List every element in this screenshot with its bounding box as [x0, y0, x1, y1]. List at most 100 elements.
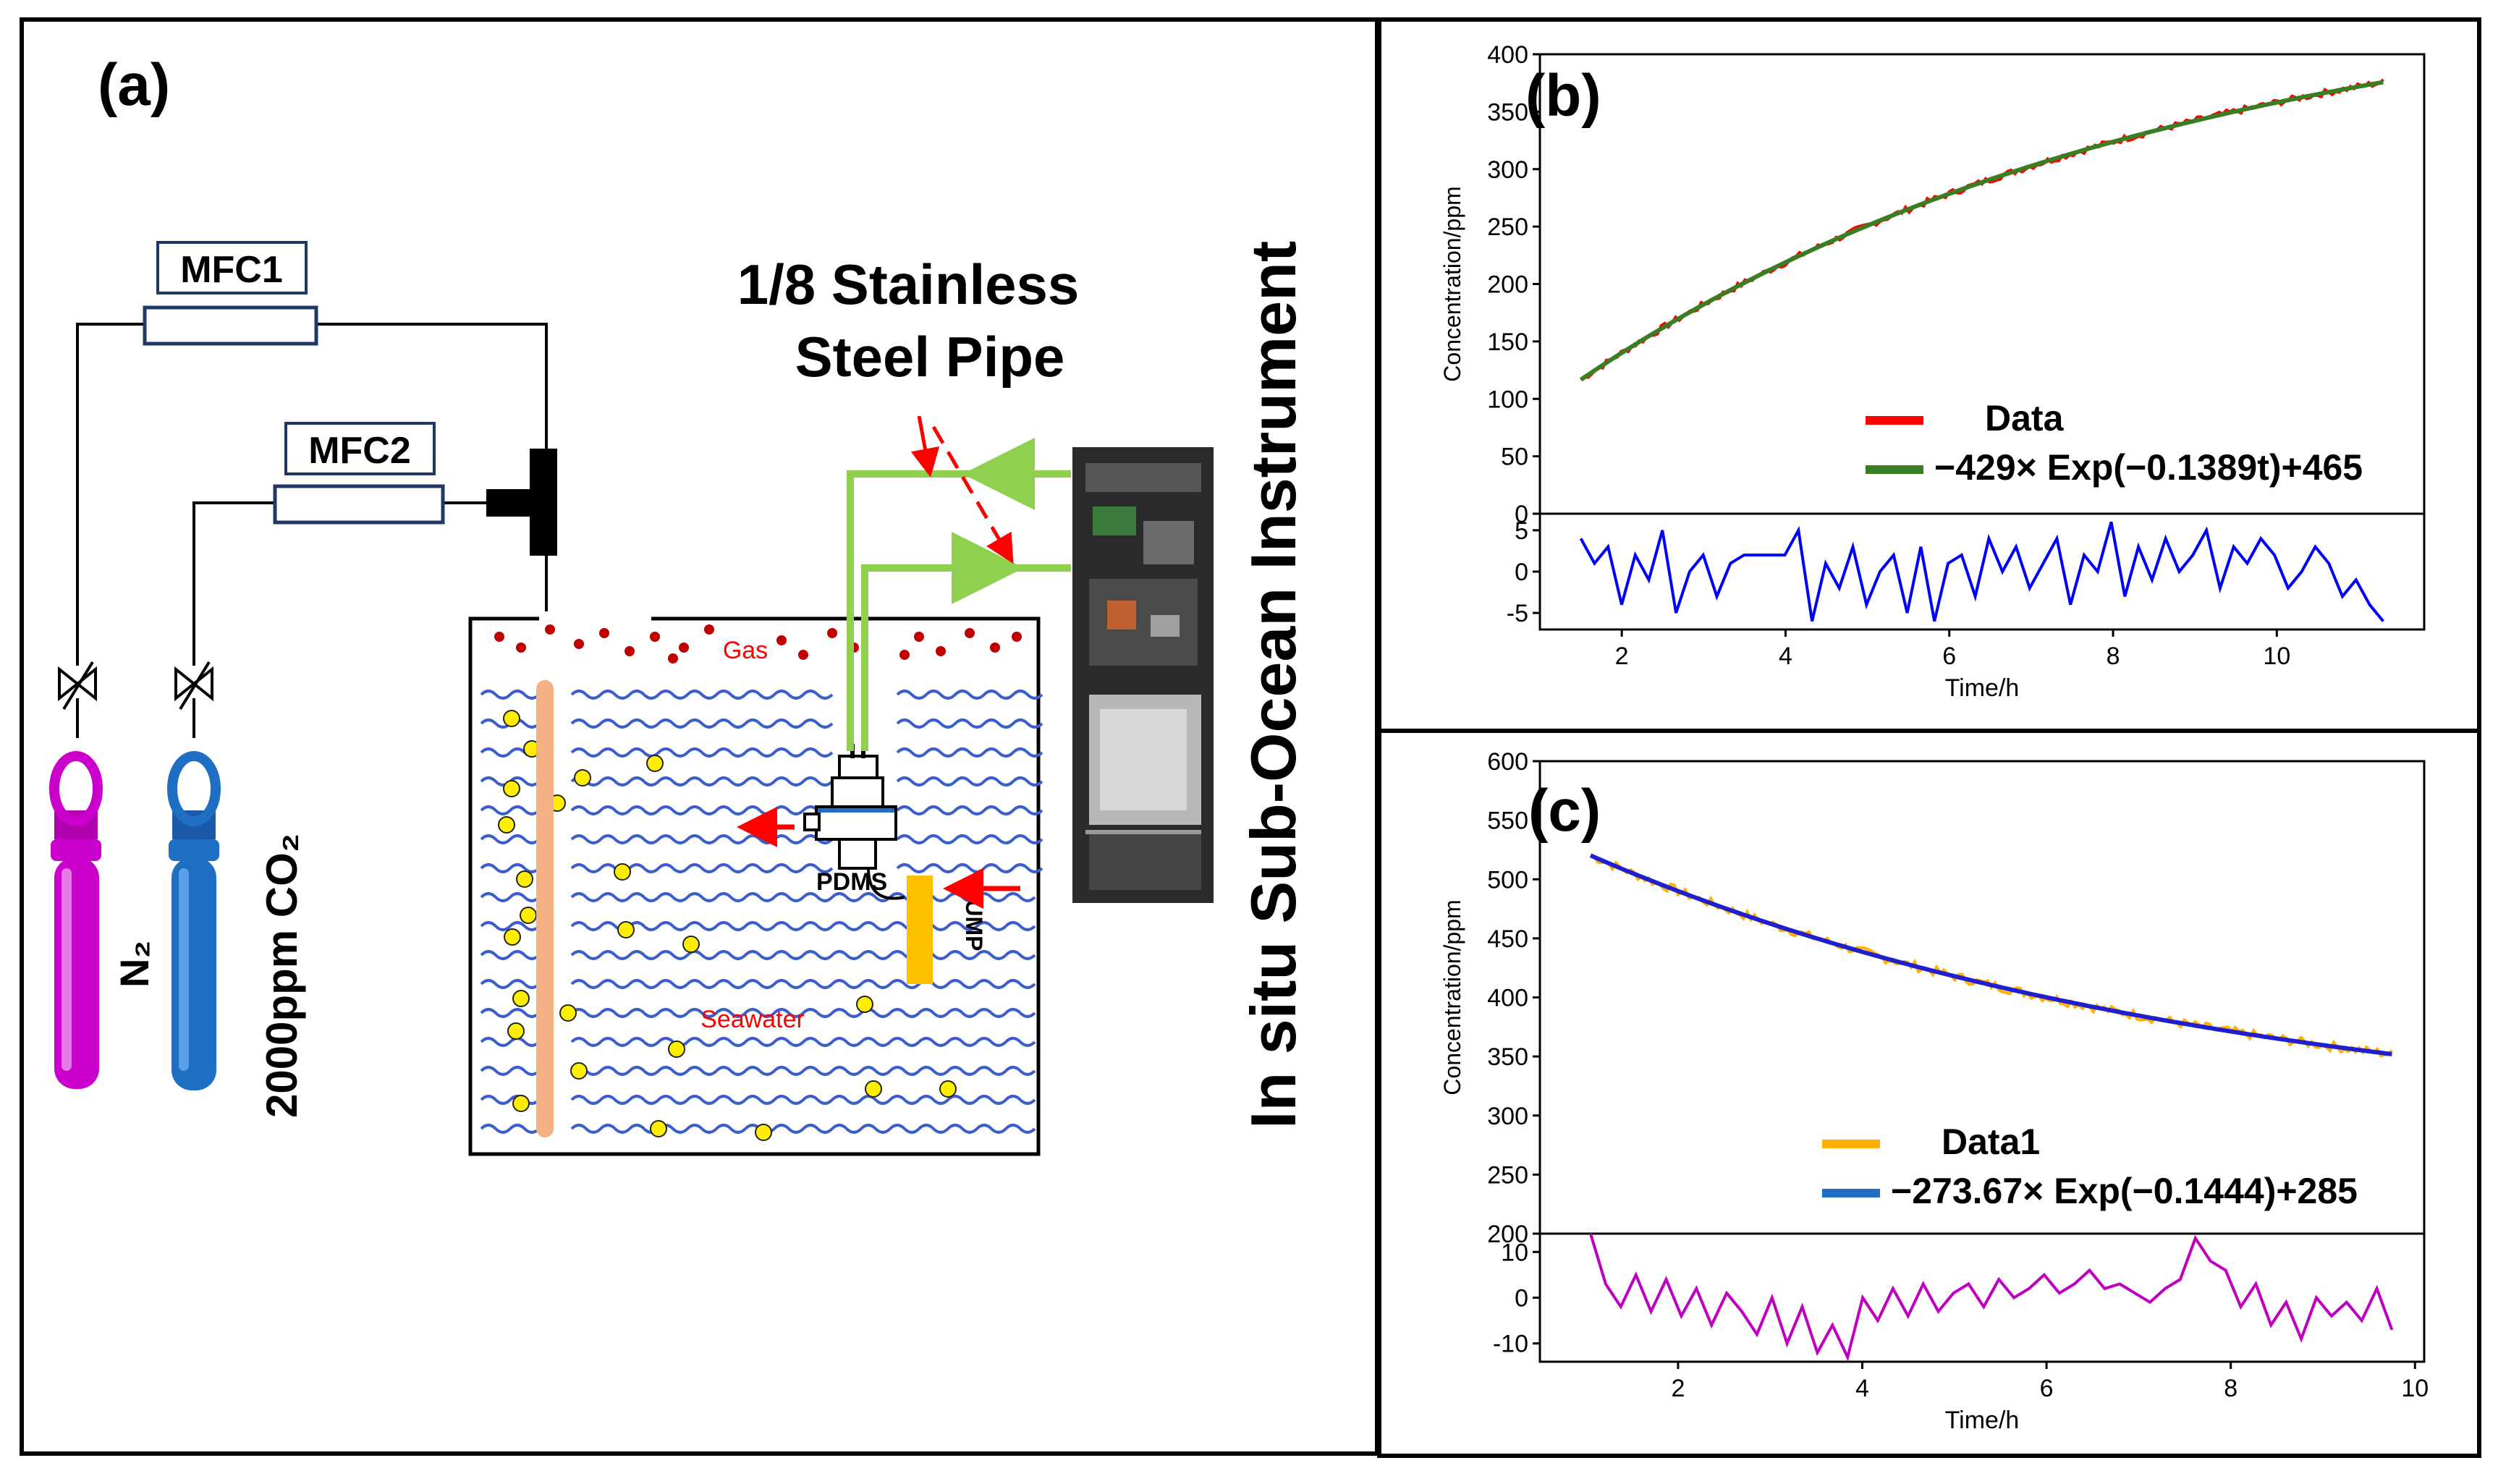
gas-bubble — [545, 624, 555, 635]
x-tick-label: 10 — [2263, 643, 2290, 670]
pump-label: PUMP — [961, 884, 987, 951]
gas-bubble — [965, 628, 975, 638]
wave-line — [480, 921, 541, 931]
gas-bubble — [650, 632, 660, 642]
n2-cylinder-icon — [49, 751, 103, 1089]
legend-entry: Data — [1985, 398, 2065, 438]
co2-bubble — [503, 780, 520, 797]
gas-bubble — [679, 643, 689, 653]
mfc1-device: MFC1 — [143, 241, 318, 346]
gas-bubble — [574, 639, 584, 649]
instrument-photo — [1072, 447, 1214, 903]
wave-line — [896, 834, 1043, 844]
gas-bubble — [704, 624, 714, 635]
gas-bubble — [624, 646, 635, 656]
co2-bubble — [503, 710, 520, 727]
wave-line — [570, 921, 1036, 931]
y-tick-label: 500 — [1487, 866, 1528, 894]
wave-line — [570, 834, 834, 844]
instrument-label: In situ Sub-Ocean Instrument — [1237, 241, 1309, 1129]
co2-bubble — [570, 1062, 588, 1080]
wave-line — [896, 776, 1043, 786]
co2-bubble — [498, 816, 515, 834]
y-tick-label: 250 — [1487, 213, 1528, 241]
wave-line — [480, 1066, 541, 1076]
gas-bubble — [494, 632, 504, 642]
y-tick-label: 300 — [1487, 156, 1528, 184]
panel-label: (c) — [1528, 778, 1601, 844]
gas-bubble — [798, 650, 808, 660]
co2-bubble — [682, 936, 700, 953]
gas-bubble — [668, 653, 678, 663]
wave-line — [480, 834, 541, 844]
wave-line — [570, 805, 834, 815]
series-line-fit — [1589, 853, 2392, 1056]
y-tick-label: 400 — [1487, 985, 1528, 1012]
co2-bubble — [617, 921, 635, 938]
co2-bubble — [512, 1095, 530, 1112]
seawater-tank: Gas Seawater — [468, 611, 1043, 1156]
co2-bubble — [646, 755, 664, 772]
y-tick-label: 150 — [1487, 328, 1528, 356]
wave-line — [570, 1066, 1036, 1076]
legend-entry: Data1 — [1942, 1122, 2040, 1162]
x-tick-label: 2 — [1671, 1375, 1685, 1402]
y-tick-label: 350 — [1487, 98, 1528, 126]
y-tick-label: 100 — [1487, 386, 1528, 413]
y-tick-label: 600 — [1487, 748, 1528, 776]
co2-bubble — [668, 1040, 685, 1058]
pdms-module: PDMS — [803, 744, 905, 900]
gas-bubble — [776, 635, 787, 645]
wave-line — [896, 718, 1043, 729]
wave-line — [570, 1037, 1036, 1047]
co2-bubble — [507, 1022, 525, 1040]
x-tick-label: 8 — [2224, 1375, 2237, 1402]
co2-bubble — [614, 863, 631, 881]
gas-bubble — [914, 632, 924, 642]
t-junction — [486, 449, 557, 556]
x-tick-label: 2 — [1615, 643, 1629, 670]
wave-line — [896, 747, 1043, 758]
wave-line — [570, 747, 834, 758]
gas-bubble — [827, 628, 837, 638]
wave-line — [480, 1008, 541, 1018]
chart-c: 200 250 300 350 400 450 500 550 600 -10 0 10 2 4 6 8 10 C… — [1439, 748, 2429, 1434]
arrow-pipe-pointer-dashed — [931, 425, 1014, 564]
x-axis-label: Time/h — [1945, 1407, 2020, 1434]
legend-entry: −429× Exp(−0.1389t)+465 — [1934, 447, 2363, 488]
x-tick-label: 10 — [2401, 1375, 2429, 1402]
gas-label: Gas — [723, 637, 768, 664]
wave-line — [570, 1124, 1036, 1134]
gas-bubbles — [494, 624, 1022, 663]
x-tick-label: 4 — [1779, 643, 1792, 670]
gas-lines — [76, 323, 548, 666]
n2-label: N₂ — [111, 941, 157, 988]
panel-c: 200 250 300 350 400 450 500 550 600 -10 0 10 2 4 6 8 10 C… — [1377, 729, 2481, 1458]
wave-line — [570, 950, 1036, 960]
wave-line — [570, 1008, 1036, 1018]
pipe-title-line1: 1/8 Stainless — [737, 253, 1080, 316]
x-tick-label: 4 — [1855, 1375, 1869, 1402]
co2-bubble — [559, 1004, 577, 1022]
residual-y-tick-label: 5 — [1515, 517, 1528, 545]
co2-bubbles — [498, 710, 957, 1141]
wave-line — [570, 718, 834, 729]
residual-y-tick-label: -5 — [1507, 600, 1528, 627]
panel-label: (b) — [1525, 63, 1601, 129]
wave-line — [896, 690, 1043, 700]
gas-bubble — [936, 646, 946, 656]
injection-tube — [536, 680, 554, 1137]
series-line-fit — [1579, 80, 2384, 382]
panel-a-label: (a) — [98, 52, 170, 118]
mfc2-device: MFC2 — [273, 422, 445, 525]
gas-bubble — [990, 643, 1000, 653]
wave-line — [570, 1095, 1036, 1105]
co2-bubble — [574, 769, 591, 786]
mfc1-label: MFC1 — [180, 249, 283, 291]
wave-line — [480, 950, 541, 960]
wave-line — [570, 776, 834, 786]
y-tick-label: 0 — [1515, 501, 1528, 528]
x-tick-label: 6 — [2040, 1375, 2054, 1402]
pipe-title-line2: Steel Pipe — [795, 325, 1065, 389]
